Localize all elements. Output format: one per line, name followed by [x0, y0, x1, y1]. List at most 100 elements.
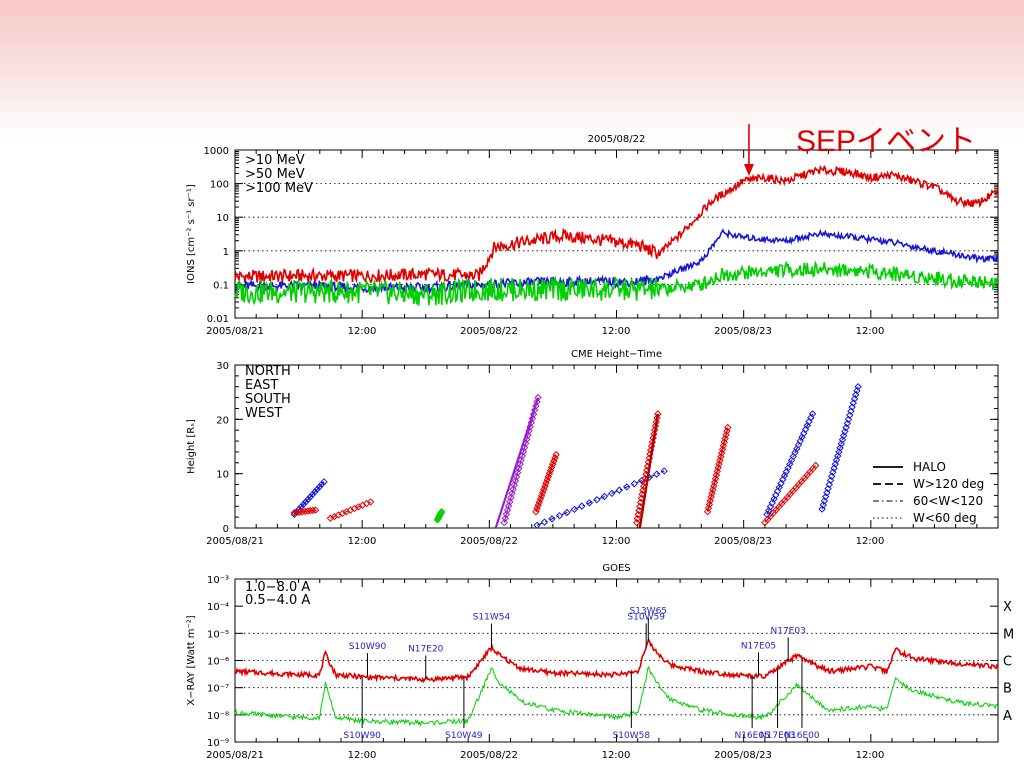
cme-point — [827, 472, 836, 481]
cme-point — [302, 498, 310, 506]
cme-point — [847, 407, 855, 415]
style-legend-label: HALO — [913, 460, 946, 474]
cme-point — [570, 505, 579, 514]
flare-class-label-a: A — [1003, 709, 1012, 724]
flare-event-label: N17E20 — [408, 644, 444, 654]
y-axis-label-1: IONS [cm⁻² s⁻¹ sr⁻¹] — [186, 184, 197, 284]
cme-point — [820, 497, 829, 505]
cme-point — [710, 482, 718, 490]
legend-entry-2: >50 MeV — [245, 167, 305, 182]
cme-point — [824, 484, 832, 493]
cme-point — [706, 497, 714, 505]
cme-point — [812, 461, 820, 470]
cme-point — [508, 489, 516, 498]
cme-point — [704, 504, 713, 512]
cme-point — [320, 478, 328, 486]
cme-point — [503, 506, 512, 514]
y-tick-label: 10⁻³ — [207, 575, 229, 586]
series-line-1 — [234, 164, 999, 284]
cme-point — [510, 481, 519, 489]
flare-event-label: N16E05 — [734, 731, 769, 741]
cme-point — [712, 471, 721, 479]
y-tick-label: 100 — [210, 180, 229, 191]
x-tick-label: 12:00 — [348, 536, 377, 547]
y-tick-label: 10 — [216, 213, 229, 224]
cme-point — [818, 505, 826, 513]
x-tick-label: 12:00 — [856, 536, 885, 547]
cme-point — [500, 518, 508, 527]
cme-point — [533, 398, 541, 406]
x-tick-label: 2005/08/21 — [206, 326, 264, 337]
cme-fit-line — [707, 427, 729, 512]
x-tick-label: 2005/08/22 — [460, 750, 518, 761]
cme-point — [832, 456, 841, 464]
cme-point — [709, 486, 717, 494]
flare-event-label: S13W65 — [630, 607, 668, 617]
flare-event-label: S10W90 — [343, 731, 381, 741]
cme-point — [507, 493, 515, 502]
cme-point — [437, 507, 446, 516]
x-tick-label: 12:00 — [348, 750, 377, 761]
cme-point — [852, 391, 860, 399]
y-tick-label: 0.1 — [213, 280, 229, 291]
style-legend-label: 60<W<120 — [913, 494, 983, 508]
panel-title-1: 2005/08/22 — [588, 134, 646, 145]
cme-point — [511, 477, 520, 485]
legend-entry-1: >10 MeV — [245, 153, 305, 168]
cme-point — [841, 427, 849, 436]
cme-point — [555, 511, 564, 520]
y-tick-label: 30 — [216, 361, 229, 372]
x-tick-label: 2005/08/22 — [460, 326, 518, 337]
cme-point — [313, 485, 321, 494]
y-tick-label: 0.01 — [207, 314, 229, 325]
cme-point — [722, 431, 730, 439]
cme-point — [633, 514, 642, 523]
y-tick-label: 10⁻⁷ — [207, 684, 229, 695]
cme-point — [703, 507, 712, 516]
cme-point — [529, 410, 538, 418]
series-line-3 — [234, 260, 999, 306]
cme-point — [705, 500, 714, 509]
cme-point — [823, 488, 831, 497]
legend-entry-1: 1.0−8.0 A — [245, 580, 310, 595]
cme-point — [630, 480, 638, 488]
cme-fit-line — [330, 501, 371, 519]
x-tick-label: 12:00 — [856, 750, 885, 761]
flare-class-label-x: X — [1003, 600, 1012, 615]
cme-fit-line — [764, 465, 817, 523]
legend-entry-2: 0.5−4.0 A — [245, 593, 310, 608]
y-tick-label: 1000 — [204, 146, 229, 157]
flare-event-label: S10W59 — [627, 612, 665, 622]
cme-point — [723, 427, 731, 435]
cme-point — [318, 480, 326, 489]
cme-point — [516, 460, 524, 468]
cme-point — [830, 464, 838, 472]
flare-event-label: N17E05 — [741, 641, 776, 651]
cme-point — [514, 468, 522, 477]
series-line-2 — [234, 228, 999, 296]
plot-frame-2 — [234, 364, 999, 529]
x-tick-label: 12:00 — [348, 326, 377, 337]
cme-point — [849, 399, 858, 407]
cme-point — [548, 515, 556, 523]
legend-entry-north: NORTH — [245, 364, 291, 379]
cme-point — [819, 501, 827, 509]
y-axis-label-2: Height [Rₛ] — [186, 419, 197, 474]
cme-fit-line — [536, 470, 665, 526]
legend-entry-3: >100 MeV — [245, 181, 313, 196]
cme-point — [315, 483, 324, 491]
cme-point — [829, 468, 837, 477]
cme-point — [512, 473, 521, 481]
cme-point — [836, 444, 844, 452]
cme-point — [636, 498, 645, 507]
cme-point — [501, 514, 510, 523]
x-tick-label: 2005/08/23 — [714, 750, 772, 761]
y-tick-label: 10⁻⁵ — [207, 629, 229, 640]
cme-point — [634, 510, 642, 519]
flare-event-label: S10W58 — [613, 731, 651, 741]
cme-point — [636, 502, 644, 511]
cme-point — [366, 498, 375, 506]
cme-point — [608, 489, 616, 498]
cme-point — [821, 493, 830, 501]
cme-point — [311, 506, 320, 514]
